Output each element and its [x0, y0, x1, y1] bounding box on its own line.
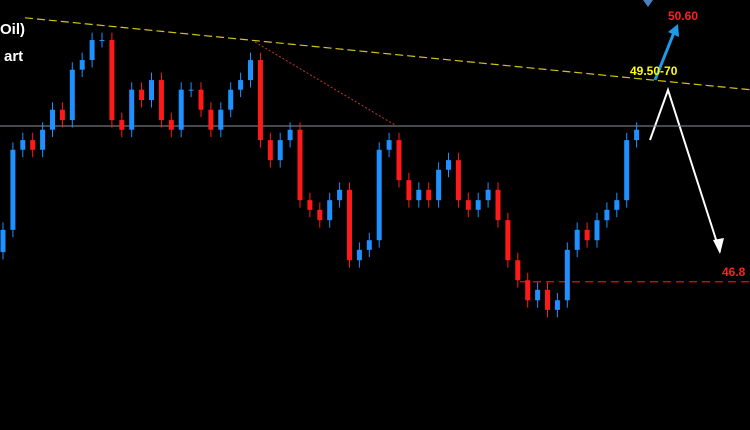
candle-body — [525, 280, 531, 301]
candle-body — [327, 200, 333, 221]
candle-body — [376, 149, 382, 241]
arrow-head — [668, 24, 679, 37]
candle-body — [79, 60, 85, 70]
candle-body — [584, 229, 590, 241]
candle-body — [436, 169, 442, 201]
candle-body — [267, 140, 273, 161]
candle-body — [257, 60, 263, 141]
candle-body — [287, 129, 293, 141]
candle-body — [168, 120, 174, 130]
title: art — [4, 48, 23, 65]
candle-body — [406, 180, 412, 201]
candle-body — [129, 89, 135, 130]
title: Oil) — [0, 21, 25, 38]
candle-body — [465, 200, 471, 210]
projection-arrow — [649, 86, 721, 253]
candle-body — [396, 140, 402, 181]
candle-body — [535, 289, 541, 301]
helper-line — [254, 41, 396, 126]
candle-body — [10, 149, 16, 230]
candle-body — [356, 249, 362, 261]
candle-body — [604, 209, 610, 221]
candle-body — [426, 189, 432, 201]
candle-body — [386, 140, 392, 150]
candle-body — [218, 109, 224, 130]
resistance-label: 49.50-70 — [630, 64, 678, 78]
scroll-marker — [643, 0, 653, 7]
candle-body — [109, 40, 115, 121]
candle-body — [455, 160, 461, 201]
candle-body — [238, 80, 244, 90]
candle-body — [188, 89, 194, 91]
candle-body — [228, 89, 234, 110]
candle-body — [554, 300, 560, 310]
candle-body — [574, 229, 580, 250]
candle-body — [347, 189, 352, 261]
candle-body — [69, 69, 75, 121]
candle-body — [20, 140, 26, 150]
candle-body — [515, 260, 521, 281]
candle-body — [277, 140, 283, 161]
candle-body — [89, 40, 95, 61]
candle-body — [139, 89, 145, 101]
candle-body — [594, 220, 600, 241]
candle-body — [50, 109, 55, 130]
target-arrow — [653, 29, 677, 81]
arrow-head — [713, 238, 724, 254]
candle-body — [366, 240, 372, 250]
candle-body — [564, 249, 570, 301]
support-label: 46.8 — [722, 265, 746, 279]
candle-body — [40, 129, 46, 150]
candle-body — [30, 140, 36, 150]
candle-body — [198, 89, 204, 110]
candle-body — [337, 189, 343, 201]
candle-body — [495, 189, 501, 221]
candle-body — [475, 200, 481, 210]
candle-body — [485, 189, 491, 201]
candle-body — [505, 220, 511, 261]
target-label: 50.60 — [668, 9, 698, 23]
candle-body — [119, 120, 125, 130]
candle-body — [0, 229, 6, 253]
candle-body — [99, 40, 105, 42]
candle-body — [307, 200, 313, 210]
candle-body — [178, 89, 184, 130]
candle-body — [614, 200, 620, 210]
candle-body — [158, 80, 164, 121]
candle-body — [416, 189, 422, 201]
candle-body — [149, 80, 154, 101]
candle-body — [59, 109, 65, 121]
candle-body — [297, 129, 303, 201]
candle-body — [446, 160, 451, 170]
candle-body — [634, 129, 640, 141]
candle-body — [208, 109, 214, 130]
candle-body — [317, 209, 323, 221]
trendline — [24, 17, 750, 91]
candle-body — [624, 140, 630, 201]
candle-body — [545, 289, 550, 310]
candle-body — [248, 60, 253, 81]
